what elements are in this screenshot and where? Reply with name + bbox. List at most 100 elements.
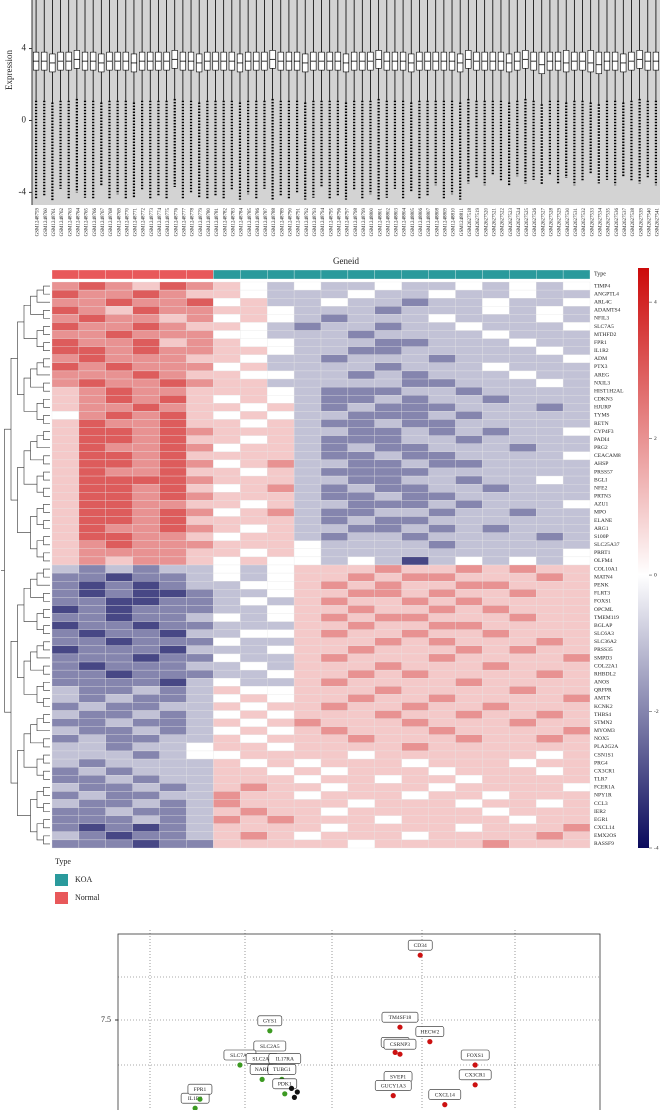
heatmap-cell (105, 815, 133, 824)
heatmap-cell (159, 508, 187, 517)
heatmap-cell (293, 548, 322, 558)
heatmap-cell (401, 783, 429, 792)
heatmap-cell (455, 556, 483, 566)
heatmap-cell (105, 605, 133, 614)
heatmap-cell (374, 281, 402, 291)
heatmap-cell (132, 742, 160, 752)
heatmap-cell (240, 322, 268, 331)
heatmap-cell (536, 362, 564, 372)
heatmap-cell (213, 823, 241, 832)
row-label: ADM (594, 356, 607, 362)
point (294, 1089, 300, 1095)
heatmap-cell (374, 839, 402, 849)
heatmap-cell (186, 289, 214, 299)
dendrogram-branch (43, 455, 50, 465)
heatmap-cell (320, 653, 349, 663)
heatmap-cell (51, 581, 80, 590)
heatmap-cell (374, 815, 402, 824)
heatmap-cell (213, 694, 241, 703)
heatmap-cell (78, 645, 106, 655)
heatmap-cell (78, 661, 106, 671)
heatmap-cell (293, 475, 322, 485)
heatmap-cell (240, 669, 268, 679)
heatmap-cell (132, 678, 160, 687)
heatmap-cell (374, 758, 402, 768)
heatmap-cell (159, 435, 187, 444)
heatmap-cell (240, 459, 268, 469)
heatmap-cell (132, 411, 160, 420)
heatmap-cell (293, 459, 322, 469)
heatmap-cell (51, 839, 80, 849)
x-tick-label: GSM2627535 (607, 208, 612, 237)
heatmap-cell (482, 556, 510, 566)
row-label: AZU1 (594, 502, 608, 508)
heatmap-cell (213, 718, 241, 727)
heatmap-cell (562, 621, 591, 630)
x-tick-label: GSM2627541 (656, 208, 661, 237)
heatmap-cell (267, 775, 295, 784)
heatmap-cell (213, 362, 241, 372)
heatmap-cell (240, 306, 268, 315)
heatmap-cell (509, 298, 537, 307)
heatmap-cell (509, 831, 537, 841)
heatmap-cell (428, 548, 456, 558)
heatmap-cell (428, 742, 456, 752)
heatmap-cell (186, 395, 214, 404)
heatmap-cell (293, 556, 322, 566)
heatmap-cell (78, 669, 106, 679)
heatmap-cell (374, 807, 402, 816)
heatmap-cell (267, 548, 295, 558)
heatmap-cell (213, 734, 241, 744)
heatmap-cell (132, 419, 160, 428)
x-tick-label: GSM1248793 (313, 208, 318, 237)
heatmap-cell (401, 483, 429, 493)
heatmap-cell (347, 492, 375, 501)
row-label: RETN (594, 421, 609, 427)
heatmap-cell (401, 386, 429, 396)
heatmap-cell (293, 508, 322, 517)
heatmap-cell (267, 799, 295, 808)
heatmap-cell (320, 823, 349, 832)
heatmap-cell (51, 378, 80, 388)
heatmap-cell (293, 766, 322, 776)
heatmap-cell (428, 766, 456, 776)
point-label: SVEP1 (390, 1074, 406, 1080)
dendrogram-branch (43, 714, 50, 723)
heatmap-cell (562, 475, 591, 485)
heatmap-cell (374, 621, 402, 630)
heatmap-cell (509, 435, 537, 444)
heatmap-cell (186, 306, 214, 315)
heatmap-cell (213, 799, 241, 808)
heatmap-cell (132, 403, 160, 412)
heatmap-cell (105, 621, 133, 630)
heatmap-cell (401, 548, 429, 558)
heatmap-cell (105, 532, 133, 541)
heatmap-cell (132, 532, 160, 541)
heatmap-cell (428, 775, 456, 784)
legend-label: Normal (75, 893, 100, 902)
heatmap-cell (213, 306, 241, 315)
row-label: SLC25A37 (594, 542, 620, 548)
heatmap-cell (536, 516, 564, 525)
point-label-box (407, 939, 433, 951)
heatmap-cell (105, 726, 133, 735)
point-label-box (253, 1040, 287, 1052)
heatmap-cell (428, 281, 456, 291)
heatmap-cell (78, 427, 106, 436)
heatmap-cell (455, 742, 483, 752)
dendrogram-branch (43, 787, 50, 796)
x-tick-label: GSM2627524 (517, 208, 522, 237)
heatmap-cell (267, 758, 295, 768)
heatmap-cell (347, 532, 375, 541)
heatmap-cell (509, 524, 537, 533)
heatmap-cell (213, 386, 241, 396)
heatmap-cell (536, 346, 564, 355)
heatmap-cell (509, 500, 537, 509)
heatmap-cell (482, 823, 510, 832)
heatmap-cell (374, 289, 402, 299)
heatmap-cell (562, 807, 591, 816)
heatmap-cell (374, 694, 402, 703)
x-tick-label: GSM1248775 (166, 208, 171, 237)
dendrogram-branch (30, 516, 37, 550)
heatmap-cell (562, 815, 591, 824)
